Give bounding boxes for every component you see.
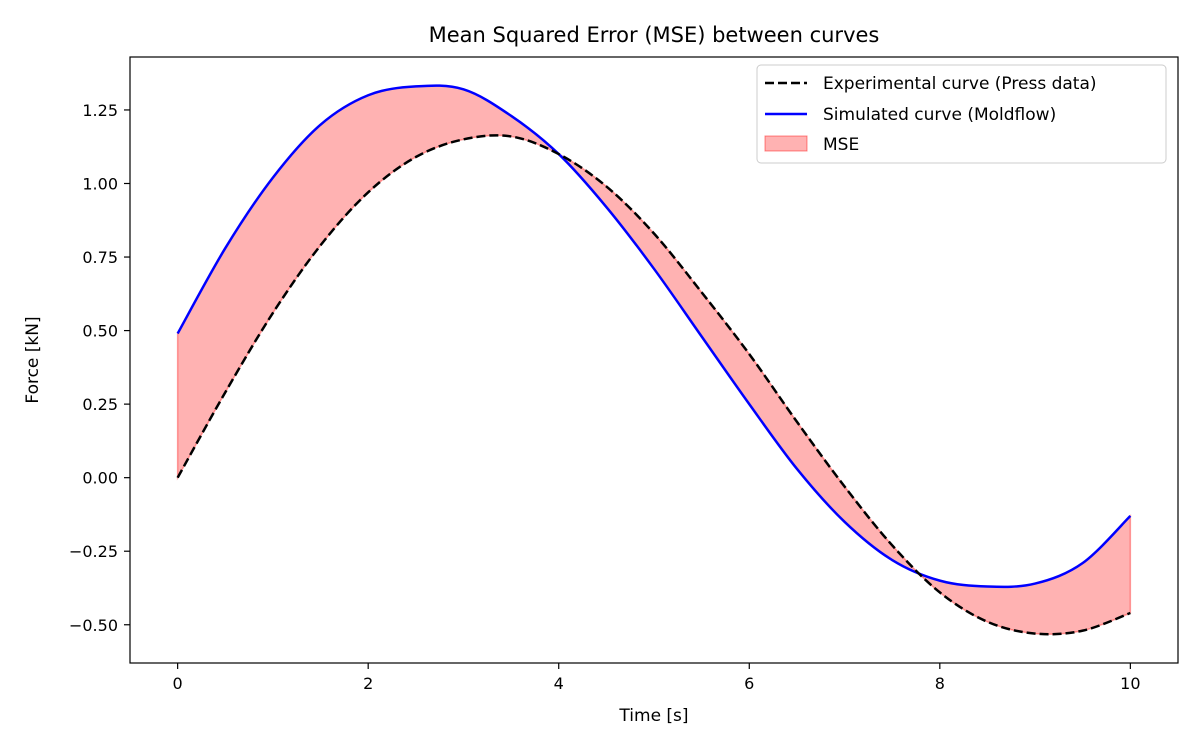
y-tick-label: 0.75 xyxy=(82,248,118,267)
y-tick-label: −0.50 xyxy=(69,616,118,635)
y-tick-label: 1.00 xyxy=(82,174,118,193)
legend: Experimental curve (Press data) Simulate… xyxy=(756,64,1167,164)
y-tick-label: 0.25 xyxy=(82,395,118,414)
plot-frame xyxy=(129,56,1179,664)
x-tick-label: 4 xyxy=(554,674,564,693)
x-tick-label: 0 xyxy=(173,674,183,693)
plot-area xyxy=(176,84,1132,636)
legend-mse-swatch xyxy=(764,135,808,152)
y-tick-label: 1.25 xyxy=(82,101,118,120)
legend-box xyxy=(756,64,1167,164)
mse-fill-area xyxy=(176,84,1132,635)
y-tick-label: 0.00 xyxy=(82,469,118,488)
simulated-curve-line xyxy=(176,84,1132,589)
chart-title: Mean Squared Error (MSE) between curves xyxy=(429,23,880,47)
x-tick-label: 10 xyxy=(1120,674,1140,693)
x-tick-label: 6 xyxy=(744,674,754,693)
y-axis-label: Force [kN] xyxy=(23,316,43,403)
y-tick-label: 0.50 xyxy=(82,322,118,341)
x-axis-label: Time [s] xyxy=(618,706,688,726)
x-tick-label: 2 xyxy=(363,674,373,693)
legend-simulated-label: Simulated curve (Moldflow) xyxy=(823,105,1056,125)
experimental-curve-line xyxy=(176,134,1131,636)
x-tick-label: 8 xyxy=(935,674,945,693)
y-tick-label: −0.25 xyxy=(69,542,118,561)
y-axis: −0.50 −0.25 0.00 0.25 0.50 0.75 1.00 1.25 xyxy=(69,101,130,635)
legend-mse-label: MSE xyxy=(823,135,859,155)
legend-experimental-label: Experimental curve (Press data) xyxy=(823,74,1097,94)
x-axis: 0 2 4 6 8 10 xyxy=(173,663,1141,693)
